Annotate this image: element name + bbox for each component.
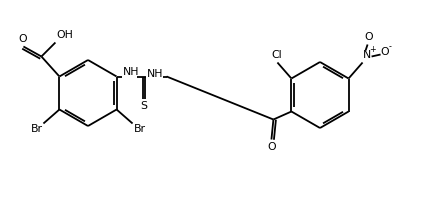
Text: Cl: Cl [271, 50, 282, 60]
Text: Br: Br [133, 125, 145, 134]
Text: O: O [365, 31, 373, 42]
Text: NH: NH [147, 69, 163, 78]
Text: O: O [18, 33, 27, 44]
Text: S: S [140, 101, 147, 110]
Text: Br: Br [30, 125, 42, 134]
Text: O: O [381, 47, 389, 56]
Text: O: O [267, 143, 276, 152]
Text: +: + [370, 45, 376, 53]
Text: NH: NH [122, 67, 139, 76]
Text: N: N [362, 50, 371, 60]
Text: -: - [389, 43, 392, 51]
Text: OH: OH [57, 30, 73, 39]
